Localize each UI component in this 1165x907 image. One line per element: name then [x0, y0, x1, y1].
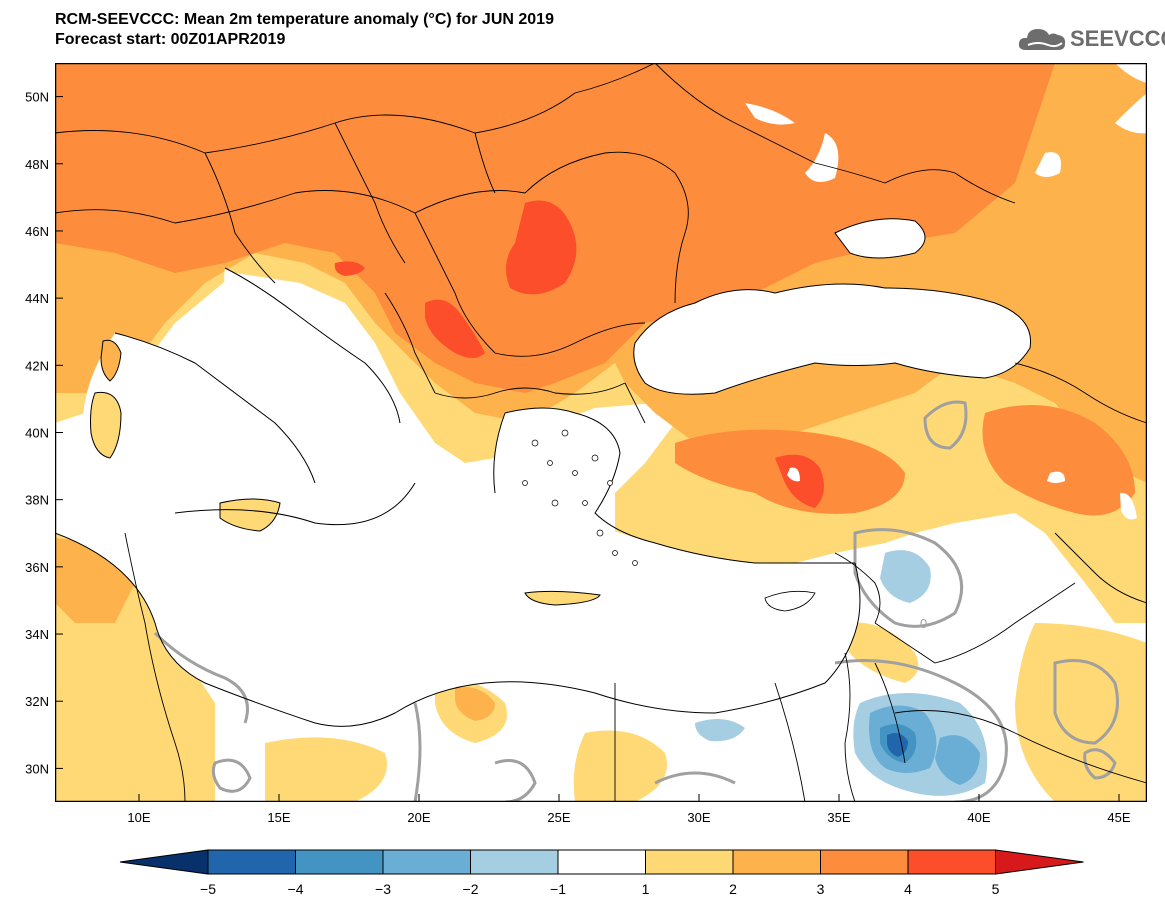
anomaly-zone-africa-east [573, 730, 667, 802]
colorbar-labels: −5 −4 −3 −2 −1 1 2 3 4 5 [200, 881, 1000, 897]
adriatic-sea [224, 268, 400, 427]
map-title: RCM-SEEVCCC: Mean 2m temperature anomaly… [55, 10, 554, 50]
caspian-sea-edge [1115, 63, 1147, 83]
colorbar-boxes [119, 849, 1084, 875]
lat-tick-label: 48N [25, 157, 49, 172]
colorbar: −5 −4 −3 −2 −1 1 2 3 4 5 [119, 849, 1084, 897]
colorbar-box [820, 849, 909, 875]
colorbar-box [207, 849, 296, 875]
anomaly-zone-3to4-east [982, 405, 1135, 516]
colorbar-label: −4 [288, 881, 304, 897]
lon-tick-label: 15E [267, 810, 290, 825]
aegean-islands [522, 429, 638, 566]
anomaly-zone-cold-syria [880, 550, 931, 603]
colorbar-label: −5 [200, 881, 216, 897]
colorbar-label: 3 [817, 881, 825, 897]
colorbar-under-triangle [119, 849, 209, 875]
anomaly-zone-cold-jordan-2b [935, 735, 980, 785]
coastlines [55, 218, 1032, 727]
colorbar-box [645, 849, 734, 875]
colorbar-label: −1 [550, 881, 566, 897]
title-line-2: Forecast start: 00Z01APR2019 [55, 31, 286, 48]
lat-tick-label: 50N [25, 90, 49, 105]
anomaly-zone-africa-mid-2to3 [455, 687, 495, 721]
lat-tick-label: 44N [25, 291, 49, 306]
colorbar-over-triangle [995, 849, 1084, 875]
lat-tick-label: 30N [25, 761, 49, 776]
colorbar-label: −3 [375, 881, 391, 897]
lat-tick-label: 40N [25, 426, 49, 441]
lat-tick-label: 42N [25, 358, 49, 373]
lon-tick-label: 30E [687, 810, 710, 825]
colorbar-label: 4 [904, 881, 912, 897]
lon-tick-label: 20E [407, 810, 430, 825]
sicily-island [220, 499, 280, 531]
colorbar-label: 5 [992, 881, 1000, 897]
corsica-island [101, 340, 121, 381]
lon-tick-label: 35E [827, 810, 850, 825]
lat-tick-label: 36N [25, 560, 49, 575]
colorbar-box [470, 849, 559, 875]
colorbar-box [907, 849, 996, 875]
white-patches [745, 93, 1147, 520]
colorbar-box [295, 849, 384, 875]
title-line-1: RCM-SEEVCCC: Mean 2m temperature anomaly… [55, 11, 554, 28]
sardinia-island [90, 392, 121, 458]
lat-tick-label: 46N [25, 224, 49, 239]
crete-island [525, 591, 600, 605]
anomaly-zone-4to5-anatolia [775, 454, 824, 508]
colorbar-label: 2 [729, 881, 737, 897]
logo-text: SEEVCCC [1070, 26, 1165, 51]
lon-tick-label: 45E [1107, 810, 1130, 825]
anomaly-zone-levant [845, 622, 919, 683]
lat-tick-label: 34N [25, 627, 49, 642]
anomaly-zone-arabia [1015, 623, 1147, 802]
colorbar-label: −2 [463, 881, 479, 897]
lat-tick-label: 38N [25, 493, 49, 508]
contour-label-zero: 0 [920, 616, 927, 631]
anomaly-zone-4to5-serbia [425, 299, 485, 358]
lon-tick-label: 40E [967, 810, 990, 825]
colorbar-box [382, 849, 471, 875]
aegean-sea [493, 408, 620, 533]
colorbar-label: 1 [642, 881, 650, 897]
colorbar-box [557, 849, 646, 875]
colorbar-box [732, 849, 821, 875]
seevccc-logo: SEEVCCC [1018, 22, 1165, 56]
sea-of-azov [835, 218, 925, 258]
black-sea [633, 284, 1031, 395]
tyrrhenian-sea [83, 333, 315, 497]
zero-contours [153, 400, 1119, 802]
lon-tick-label: 25E [547, 810, 570, 825]
mediterranean-sea [55, 483, 860, 727]
anomaly-field [55, 63, 1147, 802]
anomaly-zone-4to5-bosnia [334, 261, 365, 276]
cyprus-island [764, 590, 816, 612]
anomaly-zone-africa-south [265, 737, 387, 802]
anomaly-zone-cold-egypt [695, 719, 745, 742]
lon-tick-label: 10E [127, 810, 150, 825]
lat-tick-label: 32N [25, 694, 49, 709]
cloud-icon [1018, 29, 1066, 50]
temperature-anomaly-map: 0 [55, 63, 1147, 802]
country-borders [55, 63, 1147, 802]
anomaly-zone-4to5-romania [506, 200, 577, 295]
